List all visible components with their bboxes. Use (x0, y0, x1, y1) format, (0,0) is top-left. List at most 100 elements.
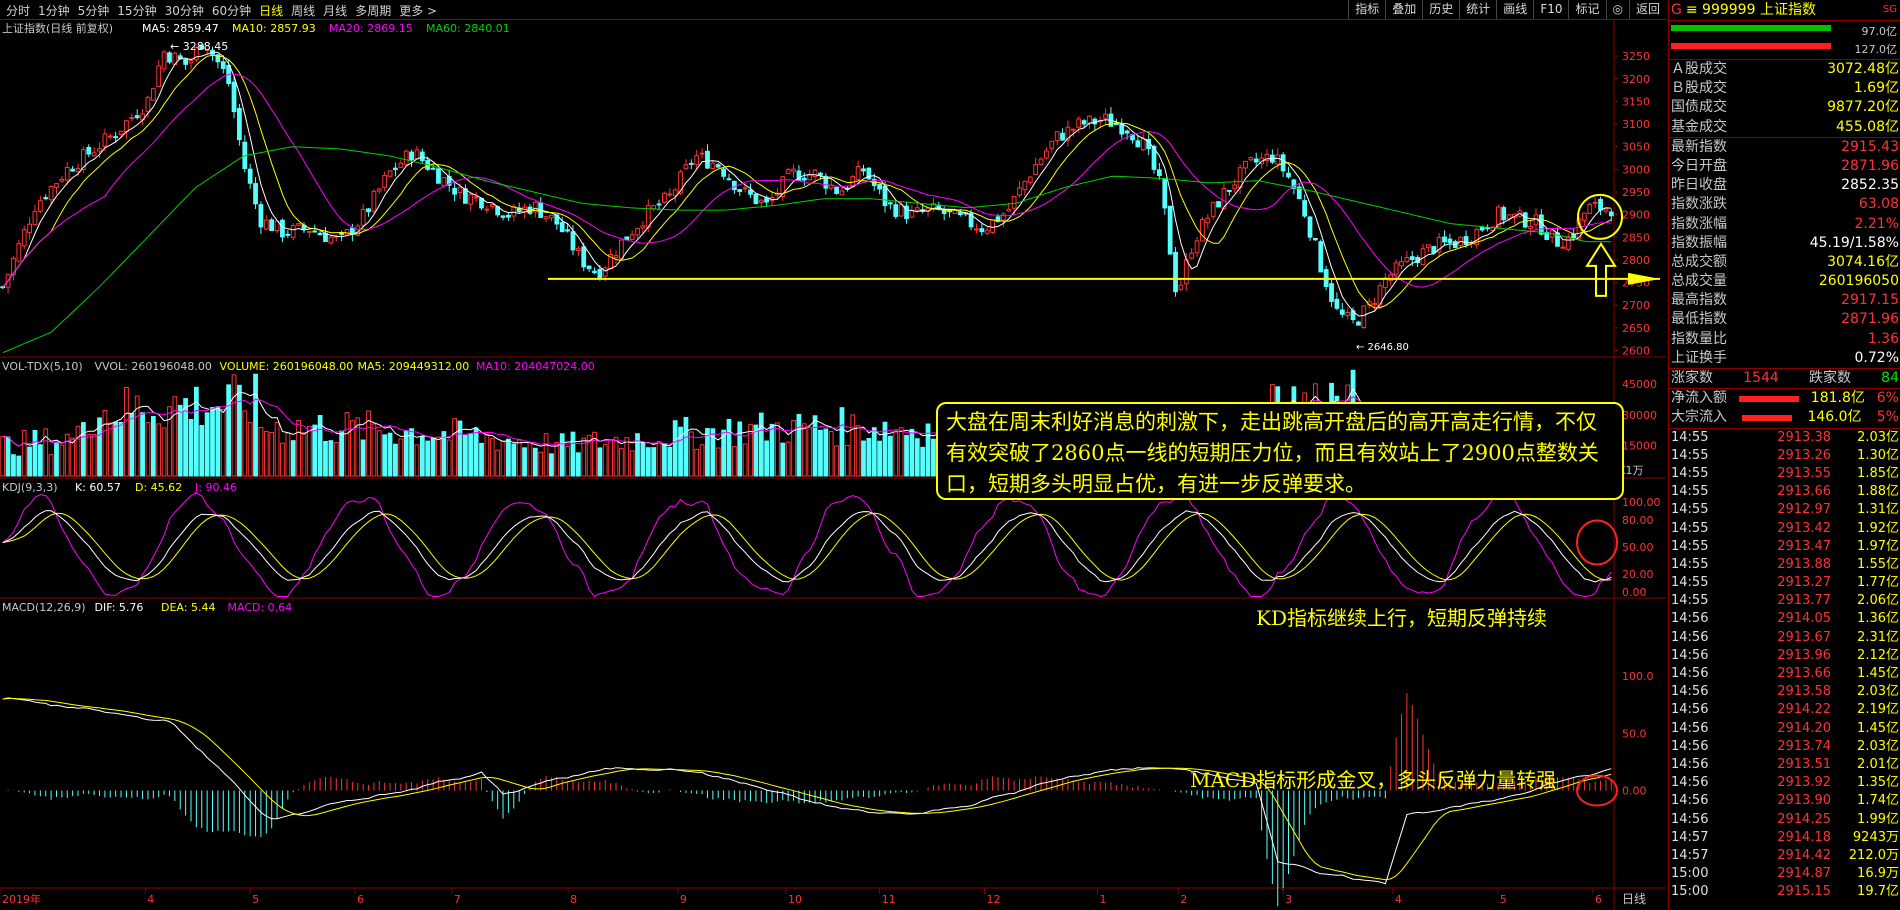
vol-legend: VOL-TDX(5,10) (2, 360, 83, 373)
macd-tick-label: 100.0 (1622, 670, 1654, 683)
volume-bar (844, 444, 850, 477)
volume-bar (344, 412, 350, 477)
candle-body (1070, 128, 1076, 131)
month-label: 2 (1180, 893, 1187, 906)
candle-body (1243, 160, 1248, 169)
tool-button[interactable]: 标记 (1568, 0, 1605, 19)
volume-bar (258, 427, 264, 477)
candle-body (457, 187, 463, 194)
volume-bar (409, 428, 414, 477)
volume-bar (167, 406, 172, 477)
volume-bar (393, 443, 398, 477)
volume-bar (882, 421, 888, 477)
candle-body (473, 196, 479, 199)
price-tick-label: 2600 (1622, 344, 1650, 357)
candle-body (968, 212, 974, 228)
candle-body (1560, 246, 1566, 249)
tool-button[interactable]: 画线 (1496, 0, 1533, 19)
timeframe-tab[interactable]: 周线 (291, 4, 316, 18)
timeframe-tab[interactable]: 多周期 (355, 4, 392, 18)
candle-body (263, 219, 269, 230)
main-legend: 上证指数(日线 前复权) (2, 21, 113, 35)
volume-bar (893, 429, 899, 477)
volume-bar (640, 441, 646, 477)
volume-bar (850, 414, 856, 477)
tool-button[interactable]: 返回 (1628, 0, 1666, 19)
volume-bar (495, 449, 501, 477)
candle-body (21, 229, 27, 247)
candle-body (500, 215, 506, 218)
candle-body (48, 185, 54, 201)
candle-body (1210, 201, 1216, 217)
timeframe-tab[interactable]: 分时 (6, 4, 31, 18)
candle-body (1447, 238, 1453, 244)
candle-body (1135, 140, 1141, 148)
candle-body (586, 265, 592, 270)
candle-body (296, 223, 301, 226)
candle-body (748, 189, 753, 195)
candle-body (1361, 305, 1367, 328)
timeframe-tab[interactable]: 30分钟 (164, 4, 204, 18)
volume-bar (812, 415, 818, 477)
volume-bar (274, 422, 280, 477)
stat-row: 指数涨幅 2.21% (1671, 215, 1899, 232)
tool-button[interactable]: 统计 (1459, 0, 1496, 19)
candle-body (27, 223, 32, 234)
inflow-row: 大宗流入 146.0亿 5% (1671, 409, 1899, 426)
candle-body (1388, 274, 1394, 282)
index-title: 999999 上证指数 (1702, 2, 1816, 18)
candle-body (672, 189, 678, 197)
tool-button[interactable]: 历史 (1422, 0, 1459, 19)
candle-body (1232, 184, 1238, 190)
candle-body (990, 219, 995, 233)
timeframe-tab[interactable]: 1分钟 (38, 4, 70, 18)
volume-bar (592, 431, 597, 477)
timeframe-tab[interactable]: 15分钟 (117, 4, 157, 18)
timeframe-tab[interactable]: 60分钟 (211, 4, 252, 18)
candle-body (667, 193, 673, 196)
candle-body (462, 188, 468, 204)
macd-legend: MACD: 0.64 (228, 601, 293, 614)
tick-row: 14:57 2914.42 212.0万 (1671, 847, 1899, 863)
volume-bar (16, 455, 22, 477)
candle-body (909, 209, 915, 218)
volume-bar (667, 446, 673, 477)
tool-buttons: 指标 叠加 历史 统计 画线 F10 标记 ◎ 返回 (1348, 0, 1666, 19)
candle-body (791, 168, 796, 172)
candle-body (1442, 236, 1447, 243)
candle-body (688, 162, 694, 165)
volume-bar (172, 396, 178, 477)
tool-button[interactable]: 指标 (1348, 0, 1385, 19)
volume-bar (215, 406, 221, 477)
tool-button[interactable]: ◎ (1605, 0, 1629, 19)
ma5-line (2, 51, 1612, 317)
volume-bar (5, 436, 11, 477)
candle-body (866, 167, 872, 180)
volume-bar (43, 428, 49, 477)
volume-bar (27, 446, 32, 477)
volume-bar (430, 437, 436, 477)
volume-bar (710, 428, 716, 477)
volume-bar (371, 423, 377, 477)
candle-body (1049, 140, 1055, 149)
tick-row: 14:56 2913.51 2.01亿 (1671, 756, 1899, 772)
volume-bar (457, 420, 463, 477)
price-tick-label: 2650 (1622, 322, 1650, 335)
candle-body (877, 183, 883, 190)
volume-bar (737, 421, 743, 477)
menu-icon[interactable]: ≡ (1685, 2, 1698, 18)
tool-button[interactable]: 叠加 (1385, 0, 1422, 19)
candle-body (102, 133, 108, 147)
tick-list[interactable]: 14:55 2913.38 2.03亿 14:55 2913.26 1.30亿 14:55 2… (1669, 429, 1900, 902)
timeframe-tab[interactable]: 日线 (259, 4, 284, 18)
candle-body (1506, 214, 1512, 220)
candle-body (575, 248, 581, 251)
candle-body (1113, 123, 1119, 126)
timeframe-tab[interactable]: 更多 > (399, 4, 438, 18)
quote-panel: G ≡ 999999 上证指数 SG 97.0亿 127.0亿 Ａ股成交 3072.4… (1668, 0, 1900, 910)
tick-row: 14:56 2913.74 2.03亿 (1671, 738, 1899, 754)
timeframe-tab[interactable]: 月线 (323, 4, 348, 18)
tool-button[interactable]: F10 (1533, 0, 1568, 19)
volume-bar (317, 415, 323, 477)
timeframe-tab[interactable]: 5分钟 (77, 4, 110, 18)
